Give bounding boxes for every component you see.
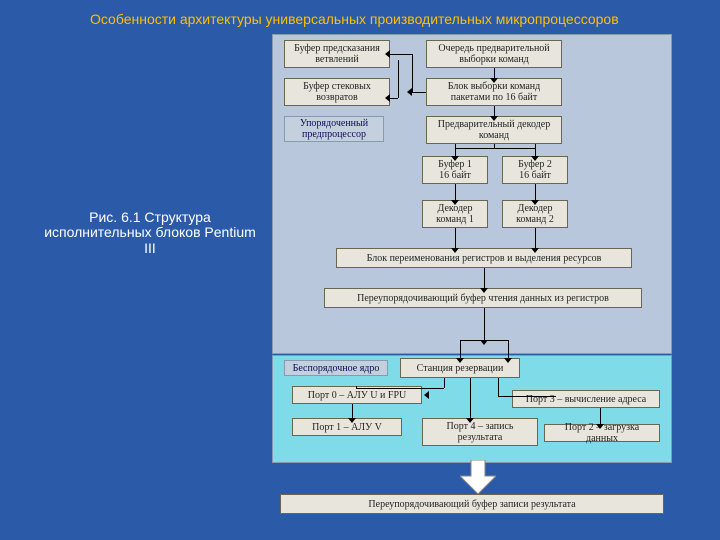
vline	[455, 228, 456, 248]
ahead	[456, 358, 464, 363]
vline	[494, 106, 495, 116]
page-title: Особенности архитектуры универсальных пр…	[90, 10, 690, 30]
vline	[600, 408, 601, 424]
caption: Рис. 6.1 Структура исполнительных блоков…	[40, 205, 260, 261]
vline	[352, 404, 353, 418]
vline	[508, 340, 509, 358]
ahead	[451, 156, 459, 161]
node-ordered_label: Упорядоченный предпроцессор	[284, 116, 384, 142]
big-arrow	[460, 460, 496, 494]
node-port1: Порт 1 – АЛУ V	[292, 418, 402, 436]
vline	[356, 386, 357, 388]
ahead	[451, 248, 459, 253]
vline	[398, 60, 399, 98]
vline	[460, 340, 461, 358]
ahead	[480, 288, 488, 293]
hline	[390, 98, 398, 99]
ahead	[385, 50, 390, 58]
node-core_label: Беспорядочное ядро	[284, 360, 388, 376]
node-branch_pred: Буфер предсказания ветвлений	[284, 40, 390, 68]
vline	[535, 144, 536, 156]
vline	[535, 184, 536, 200]
node-ret_stack: Буфер стековых возвратов	[284, 78, 390, 106]
vline	[494, 144, 495, 148]
node-port4: Порт 4 – запись результата	[422, 418, 538, 446]
hline	[460, 340, 508, 341]
ahead	[424, 391, 429, 399]
hline	[390, 54, 412, 55]
vline	[484, 308, 485, 340]
ahead	[531, 156, 539, 161]
node-rename: Блок переименования регистров и выделени…	[336, 248, 632, 268]
vline	[455, 184, 456, 200]
vline	[535, 228, 536, 248]
ahead	[596, 424, 604, 429]
vline	[444, 378, 445, 388]
hline	[498, 396, 556, 397]
ahead	[348, 418, 356, 423]
hline	[412, 92, 426, 93]
ahead	[531, 248, 539, 253]
ahead	[466, 418, 474, 423]
ahead	[504, 358, 512, 363]
ahead	[531, 200, 539, 205]
hline	[455, 148, 535, 149]
ahead	[385, 94, 390, 102]
vline	[455, 144, 456, 156]
node-port3: Порт 3 – вычисление адреса	[512, 390, 660, 408]
node-reorder_write: Переупорядочивающий буфер записи результ…	[280, 494, 664, 514]
vline	[412, 54, 413, 92]
ahead	[490, 116, 498, 121]
ahead	[451, 200, 459, 205]
vline	[494, 68, 495, 78]
ahead	[490, 78, 498, 83]
vline	[470, 378, 471, 418]
vline	[484, 268, 485, 288]
hline	[356, 388, 444, 389]
node-prefetch_queue: Очередь предварительной выборки команд	[426, 40, 562, 68]
vline	[498, 378, 499, 396]
